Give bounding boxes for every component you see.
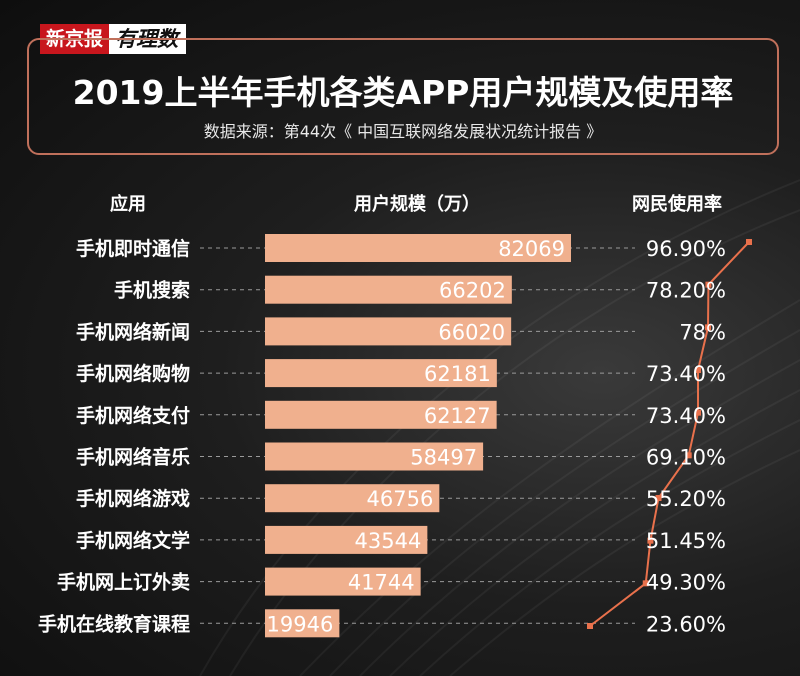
column-header-users: 用户规模（万） (354, 194, 480, 215)
rate-point (746, 239, 752, 245)
category-label: 手机网络游戏 (76, 487, 190, 510)
rate-label: 73.40% (646, 362, 726, 386)
category-label: 手机网络支付 (76, 404, 190, 427)
bar (265, 567, 421, 596)
rate-point (642, 580, 649, 587)
column-header-rate: 网民使用率 (632, 194, 722, 215)
rate-label: 78.20% (646, 279, 726, 303)
rate-label: 51.45% (646, 529, 726, 553)
bar (265, 275, 512, 304)
category-label: 手机网络购物 (76, 362, 190, 385)
bar (265, 484, 440, 513)
bar-value-label: 41744 (348, 571, 415, 595)
bar (265, 609, 340, 638)
rate-point (655, 495, 662, 501)
rate-point (587, 623, 593, 629)
bar-value-label: 58497 (410, 446, 477, 470)
column-header-app: 应用 (110, 194, 146, 215)
rate-label: 55.20% (646, 487, 726, 511)
category-label: 手机网络音乐 (76, 446, 190, 469)
bar-value-label: 46756 (367, 487, 434, 511)
category-label: 手机搜索 (114, 279, 190, 302)
bar (265, 317, 512, 346)
rate-line (589, 241, 750, 627)
rate-label: 49.30% (646, 571, 726, 595)
bar (265, 400, 497, 429)
header-frame (27, 38, 779, 155)
bar (265, 525, 428, 554)
category-label: 手机在线教育课程 (38, 612, 190, 635)
bar-value-label: 43544 (355, 529, 422, 553)
bar-value-label: 66020 (438, 320, 505, 344)
bar (265, 234, 571, 262)
chart-title: 2019上半年手机各类APP用户规模及使用率 (72, 73, 734, 112)
rate-label: 69.10% (646, 446, 726, 470)
category-label: 手机网络文学 (76, 529, 190, 552)
rate-point (695, 367, 702, 373)
rate-label: 73.40% (646, 404, 726, 428)
category-label: 手机即时通信 (76, 237, 190, 260)
bar-value-label: 82069 (498, 237, 565, 261)
category-label: 手机网上订外卖 (57, 571, 190, 594)
rate-label: 78% (679, 320, 726, 344)
rate-label: 96.90% (646, 237, 726, 261)
rate-point (705, 281, 712, 288)
bar (265, 359, 497, 388)
rate-label: 23.60% (646, 612, 726, 636)
category-label: 手机网络新闻 (76, 320, 190, 343)
rate-point (695, 409, 702, 416)
rate-point (705, 324, 712, 331)
data-source: 数据来源：第44次《 中国互联网络发展状况统计报告 》 (203, 122, 603, 141)
bar-value-label: 66202 (439, 279, 506, 303)
rate-point (685, 452, 692, 459)
bar (265, 442, 484, 471)
bar-value-label: 62181 (424, 362, 491, 386)
rate-point (647, 537, 654, 544)
bar-value-label: 19946 (267, 612, 334, 636)
bar-value-label: 62127 (424, 404, 491, 428)
